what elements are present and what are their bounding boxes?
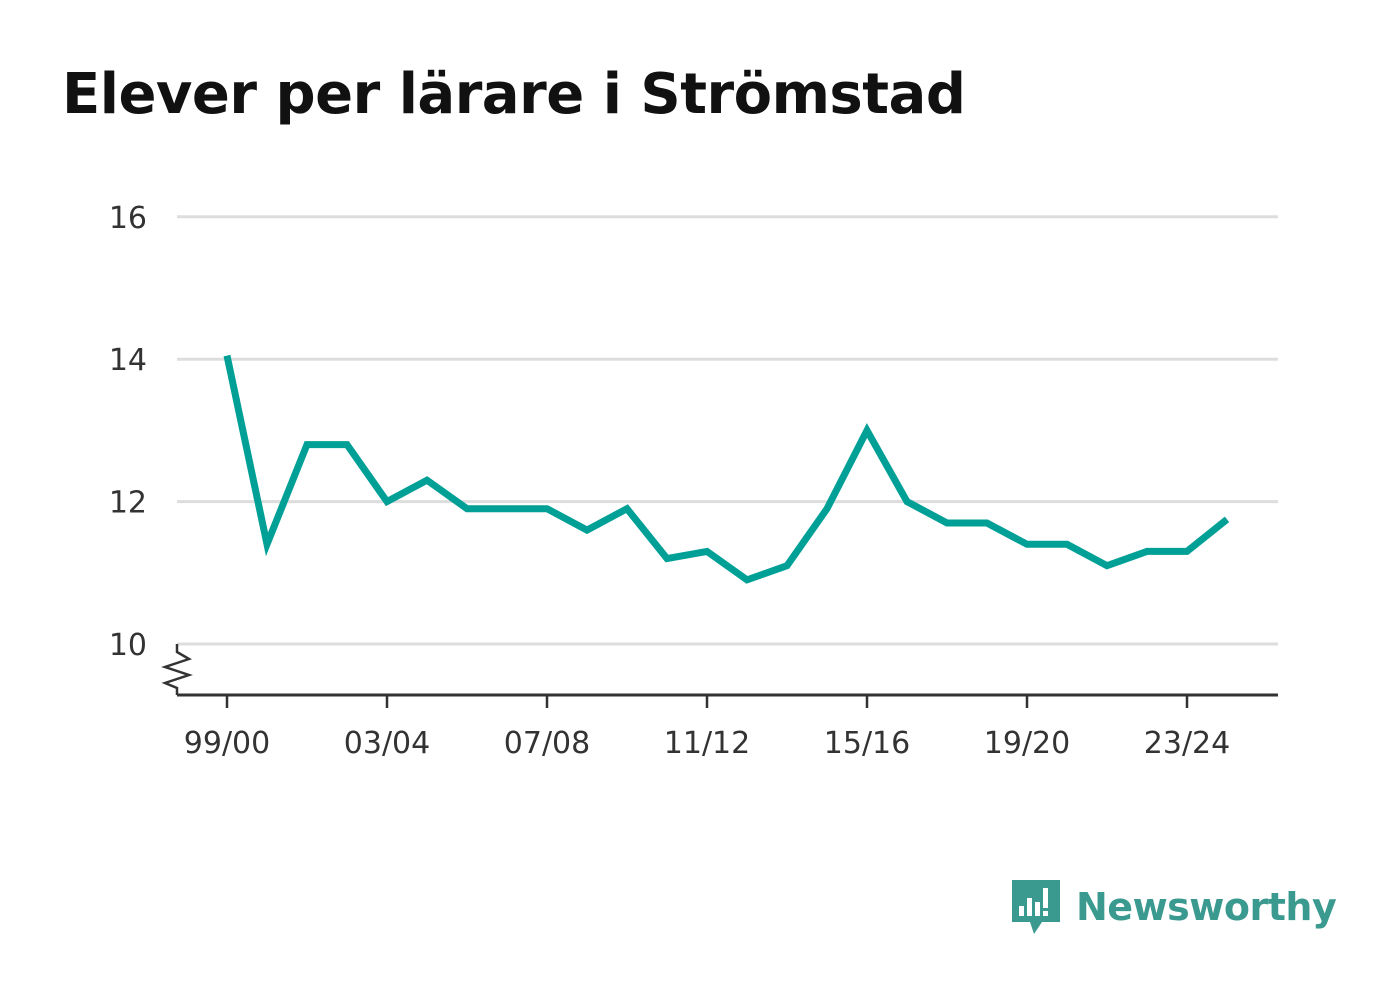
- x-axis-ticks: 99/00 03/04 07/08 11/12 15/16 19/20 23/24: [184, 695, 1230, 761]
- brand-logo: Newsworthy: [1010, 878, 1337, 936]
- x-tick-label: 15/16: [824, 726, 910, 761]
- y-tick-label: 14: [109, 343, 147, 378]
- y-tick-label: 16: [109, 201, 147, 236]
- x-tick-label: 11/12: [664, 726, 750, 761]
- y-axis-labels: 10 12 14 16: [109, 201, 147, 663]
- x-tick-label: 03/04: [344, 726, 430, 761]
- x-axis: [161, 644, 1278, 697]
- x-tick-label: 23/24: [1144, 726, 1230, 761]
- chart-title: Elever per lärare i Strömstad: [62, 62, 966, 127]
- gridlines: [177, 215, 1278, 646]
- x-tick-label: 19/20: [984, 726, 1070, 761]
- x-tick-label: 07/08: [504, 726, 590, 761]
- series-line: [223, 354, 1230, 584]
- axis-break-mark: [161, 644, 193, 695]
- brand-name: Newsworthy: [1076, 885, 1337, 929]
- newsworthy-logo-icon: [1012, 880, 1060, 934]
- y-tick-label: 10: [109, 628, 147, 663]
- x-tick-label: 99/00: [184, 726, 270, 761]
- y-tick-label: 12: [109, 486, 147, 521]
